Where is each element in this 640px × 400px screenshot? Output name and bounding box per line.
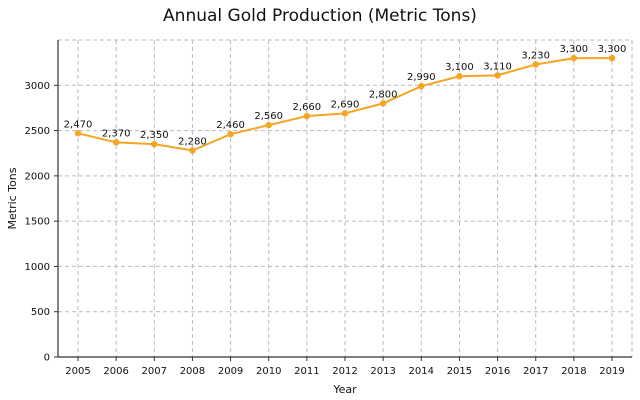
x-tick-label: 2008 [180,366,205,377]
data-point [608,54,616,62]
data-point [265,121,272,129]
data-label: 3,110 [483,61,512,72]
x-tick-label: 2012 [332,366,357,377]
data-label: 2,800 [369,89,398,100]
data-point [494,72,501,79]
data-point [189,147,196,154]
x-axis-title: Year [332,383,357,396]
y-tick-label: 1000 [25,262,50,273]
data-point [74,130,82,137]
y-tick-label: 2500 [25,126,50,137]
x-tick-label: 2015 [447,366,472,377]
data-label: 2,560 [254,111,283,122]
y-tick-label: 0 [44,353,50,364]
data-label: 3,100 [445,62,474,73]
x-tick-label: 2018 [561,366,586,377]
data-label: 3,300 [560,44,589,55]
data-point [227,130,234,138]
data-point [151,140,158,148]
x-tick-label: 2005 [65,366,90,377]
y-tick-label: 2000 [25,171,50,182]
data-label: 2,460 [216,120,245,131]
data-label: 2,690 [331,99,360,110]
x-tick-label: 2009 [218,366,243,377]
data-label: 2,470 [64,119,93,130]
x-tick-label: 2011 [294,366,319,377]
chart-title: Annual Gold Production (Metric Tons) [163,6,477,26]
y-axis-title: Metric Tons [6,167,19,229]
y-tick-label: 1500 [25,217,50,228]
data-label: 2,990 [407,72,436,83]
data-point [112,139,120,146]
x-tick-label: 2019 [599,366,624,377]
data-point [303,112,311,120]
data-label: 2,370 [102,128,131,139]
data-label: 3,230 [521,50,550,61]
data-point [341,110,349,117]
y-tick-label: 500 [31,307,50,318]
data-point [570,54,578,62]
y-tick-label: 3000 [25,81,50,92]
data-label: 2,350 [140,130,169,141]
x-tick-label: 2017 [523,366,548,377]
x-tick-label: 2013 [370,366,395,377]
data-point [379,100,387,107]
x-tick-label: 2014 [409,366,434,377]
data-point [456,73,463,80]
data-point [532,61,539,68]
x-tick-label: 2006 [103,366,128,377]
data-point [418,82,425,90]
data-label: 2,660 [293,102,322,113]
x-tick-label: 2007 [142,366,167,377]
x-tick-label: 2010 [256,366,281,377]
data-label: 2,280 [178,136,207,147]
x-tick-label: 2016 [485,366,510,377]
data-label: 3,300 [598,44,627,55]
